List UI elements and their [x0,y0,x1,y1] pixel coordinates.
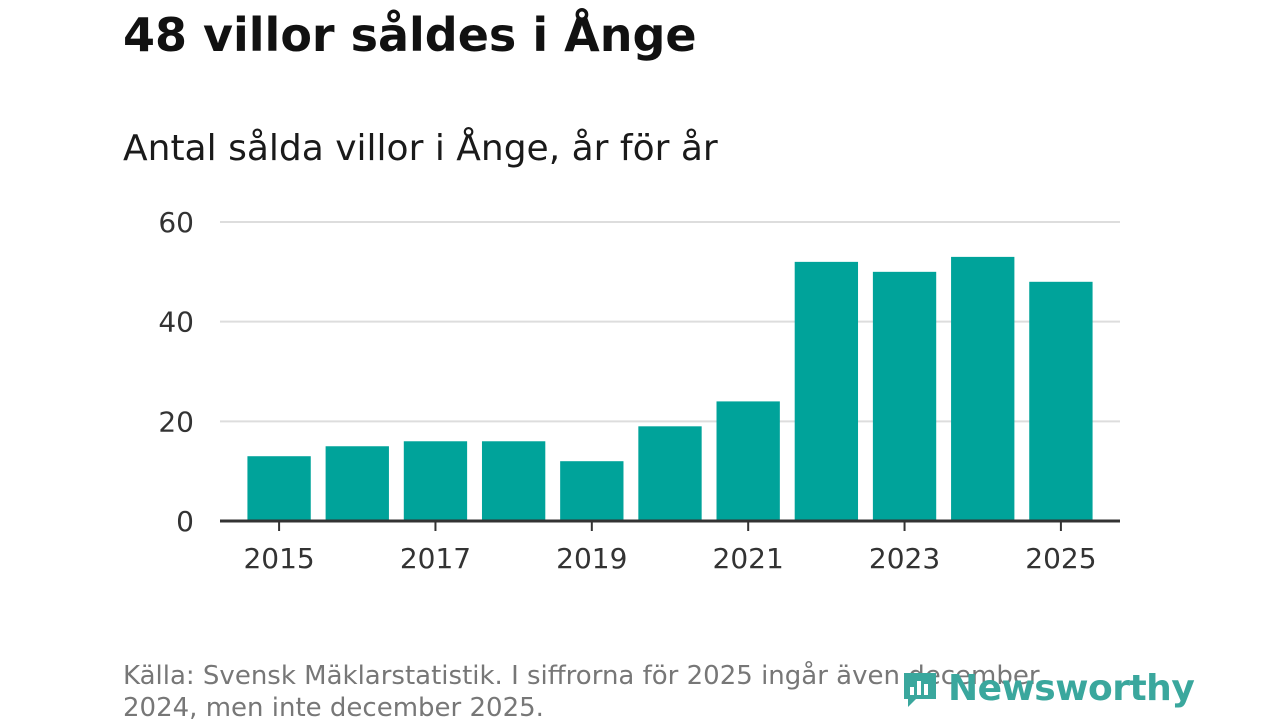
bar-2018 [481,441,546,521]
x-tick-label-2025: 2025 [1025,542,1096,575]
chart-title: 48 villor såldes i Ånge [123,8,697,62]
y-tick-label-40: 40 [158,306,194,339]
brand-name: Newsworthy [948,668,1195,709]
bar-2021 [716,401,780,521]
bar-2024 [951,256,1015,521]
x-tick-label-2021: 2021 [713,542,784,575]
bar-2019 [560,461,624,521]
x-tick-label-2019: 2019 [556,542,627,575]
source-note: Källa: Svensk Mäklarstatistik. I siffror… [123,661,1040,723]
y-tick-label-20: 20 [158,405,194,438]
bar-2016 [325,446,389,521]
x-tick-label-2023: 2023 [869,542,940,575]
x-tick-label-2015: 2015 [243,542,314,575]
bar-2025 [1029,281,1093,521]
bar-2023 [872,271,937,521]
bar-2017 [403,441,468,521]
x-tick-label-2017: 2017 [400,542,471,575]
bar-2020 [638,426,702,521]
bar-2015 [247,456,311,521]
newsworthy-logo-icon [904,672,936,707]
brand-logo: Newsworthy [900,668,1195,709]
y-tick-label-0: 0 [176,505,194,538]
chart-subtitle: Antal sålda villor i Ånge, år för år [123,128,718,169]
y-tick-label-60: 60 [158,206,194,239]
bar-2022 [794,261,859,521]
